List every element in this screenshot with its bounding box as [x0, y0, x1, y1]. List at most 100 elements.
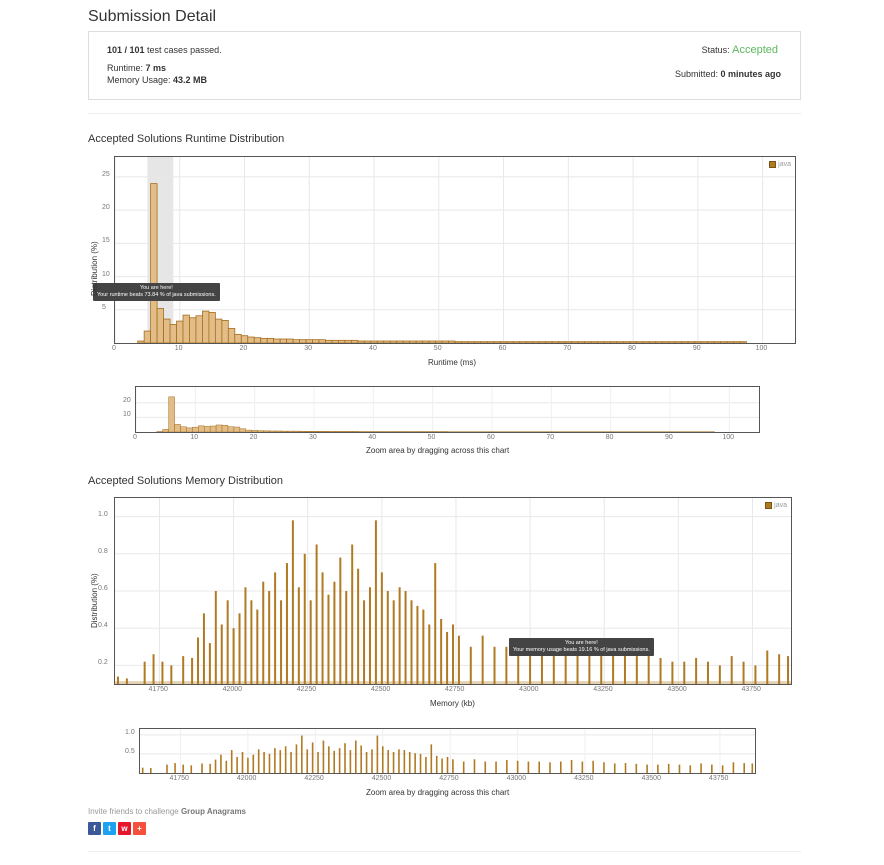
memory-bar[interactable]: [730, 656, 733, 684]
memory-bar[interactable]: [647, 654, 650, 684]
memory-bar[interactable]: [392, 600, 395, 684]
runtime-bar[interactable]: [525, 341, 534, 343]
runtime-bar[interactable]: [331, 339, 339, 343]
memory-bar[interactable]: [226, 600, 229, 684]
memory-bar[interactable]: [333, 581, 336, 684]
memory-bar[interactable]: [683, 661, 686, 684]
memory-bar[interactable]: [214, 591, 217, 684]
runtime-bar[interactable]: [720, 341, 728, 343]
memory-bar[interactable]: [428, 624, 431, 684]
runtime-bar[interactable]: [707, 341, 715, 343]
runtime-bar[interactable]: [635, 341, 644, 343]
memory-bar[interactable]: [754, 665, 757, 684]
runtime-bar[interactable]: [415, 340, 424, 343]
runtime-bar[interactable]: [247, 336, 255, 343]
runtime-bar[interactable]: [597, 341, 605, 343]
memory-bar[interactable]: [416, 605, 419, 684]
memory-bar[interactable]: [291, 520, 294, 684]
memory-bar[interactable]: [540, 646, 543, 684]
runtime-bar[interactable]: [486, 341, 495, 343]
memory-bar[interactable]: [410, 600, 413, 684]
memory-bar[interactable]: [321, 572, 324, 684]
runtime-bar[interactable]: [202, 310, 210, 343]
runtime-bar[interactable]: [681, 341, 689, 343]
memory-bar[interactable]: [285, 563, 288, 684]
runtime-bar[interactable]: [428, 340, 436, 343]
memory-bar[interactable]: [232, 628, 235, 684]
memory-bar[interactable]: [398, 587, 401, 684]
runtime-bar[interactable]: [467, 341, 475, 343]
runtime-bar[interactable]: [441, 340, 449, 343]
runtime-bar[interactable]: [208, 312, 216, 343]
runtime-bar[interactable]: [733, 341, 741, 343]
runtime-bar[interactable]: [694, 341, 702, 343]
runtime-bar[interactable]: [551, 341, 560, 343]
memory-bar[interactable]: [161, 661, 164, 684]
memory-bar[interactable]: [706, 661, 709, 684]
memory-bar[interactable]: [374, 520, 377, 684]
runtime-bar[interactable]: [564, 341, 572, 343]
runtime-bar[interactable]: [363, 340, 372, 343]
memory-bar[interactable]: [564, 650, 567, 684]
runtime-bar[interactable]: [577, 341, 585, 343]
runtime-bar[interactable]: [376, 340, 385, 343]
memory-bar[interactable]: [434, 563, 437, 684]
runtime-bar[interactable]: [357, 340, 365, 343]
memory-bar[interactable]: [386, 591, 389, 684]
memory-bar[interactable]: [517, 639, 520, 684]
memory-bar[interactable]: [718, 665, 721, 684]
runtime-bar[interactable]: [273, 338, 281, 343]
memory-bar[interactable]: [238, 613, 241, 684]
memory-bar[interactable]: [623, 650, 626, 684]
memory-bar[interactable]: [588, 639, 591, 684]
runtime-bar[interactable]: [739, 341, 747, 343]
runtime-bar[interactable]: [480, 341, 488, 343]
runtime-bar[interactable]: [299, 339, 307, 343]
runtime-bar[interactable]: [402, 340, 411, 343]
runtime-bar[interactable]: [545, 341, 553, 343]
memory-bar[interactable]: [778, 654, 781, 684]
runtime-bar[interactable]: [176, 320, 184, 343]
runtime-bar[interactable]: [448, 340, 456, 343]
memory-bar[interactable]: [170, 665, 173, 684]
memory-bar[interactable]: [505, 646, 508, 684]
memory-bar[interactable]: [345, 591, 348, 684]
memory-bar[interactable]: [197, 637, 200, 685]
runtime-bar[interactable]: [532, 341, 540, 343]
memory-bar[interactable]: [339, 557, 342, 684]
runtime-bar[interactable]: [661, 341, 670, 343]
runtime-bar[interactable]: [189, 317, 197, 343]
memory-bar[interactable]: [268, 591, 271, 684]
memory-bar[interactable]: [671, 661, 674, 684]
runtime-bar[interactable]: [726, 341, 734, 343]
runtime-bar[interactable]: [616, 341, 624, 343]
runtime-bar[interactable]: [687, 341, 696, 343]
memory-bar[interactable]: [380, 572, 383, 684]
weibo-icon[interactable]: w: [118, 822, 131, 835]
memory-bar[interactable]: [404, 591, 407, 684]
runtime-bar[interactable]: [396, 340, 404, 343]
runtime-bar[interactable]: [713, 341, 721, 343]
runtime-bar[interactable]: [143, 330, 152, 343]
memory-bar[interactable]: [469, 646, 472, 684]
memory-bar[interactable]: [457, 635, 460, 684]
twitter-icon[interactable]: t: [103, 822, 116, 835]
memory-bar[interactable]: [191, 657, 194, 684]
memory-bar[interactable]: [368, 587, 371, 684]
memory-bar[interactable]: [202, 613, 205, 684]
memory-bar[interactable]: [297, 587, 300, 684]
memory-bar[interactable]: [143, 661, 146, 684]
runtime-bar[interactable]: [571, 341, 579, 343]
runtime-bar[interactable]: [409, 340, 417, 343]
memory-bar[interactable]: [244, 587, 247, 684]
runtime-bar[interactable]: [493, 341, 501, 343]
runtime-bar[interactable]: [610, 341, 618, 343]
memory-bar[interactable]: [220, 624, 223, 684]
memory-bar[interactable]: [256, 609, 259, 684]
memory-legend[interactable]: java: [765, 502, 787, 509]
runtime-bar[interactable]: [584, 341, 592, 343]
memory-bar[interactable]: [440, 618, 443, 684]
runtime-bar[interactable]: [512, 341, 521, 343]
runtime-bar[interactable]: [506, 341, 514, 343]
memory-bar[interactable]: [309, 600, 312, 684]
